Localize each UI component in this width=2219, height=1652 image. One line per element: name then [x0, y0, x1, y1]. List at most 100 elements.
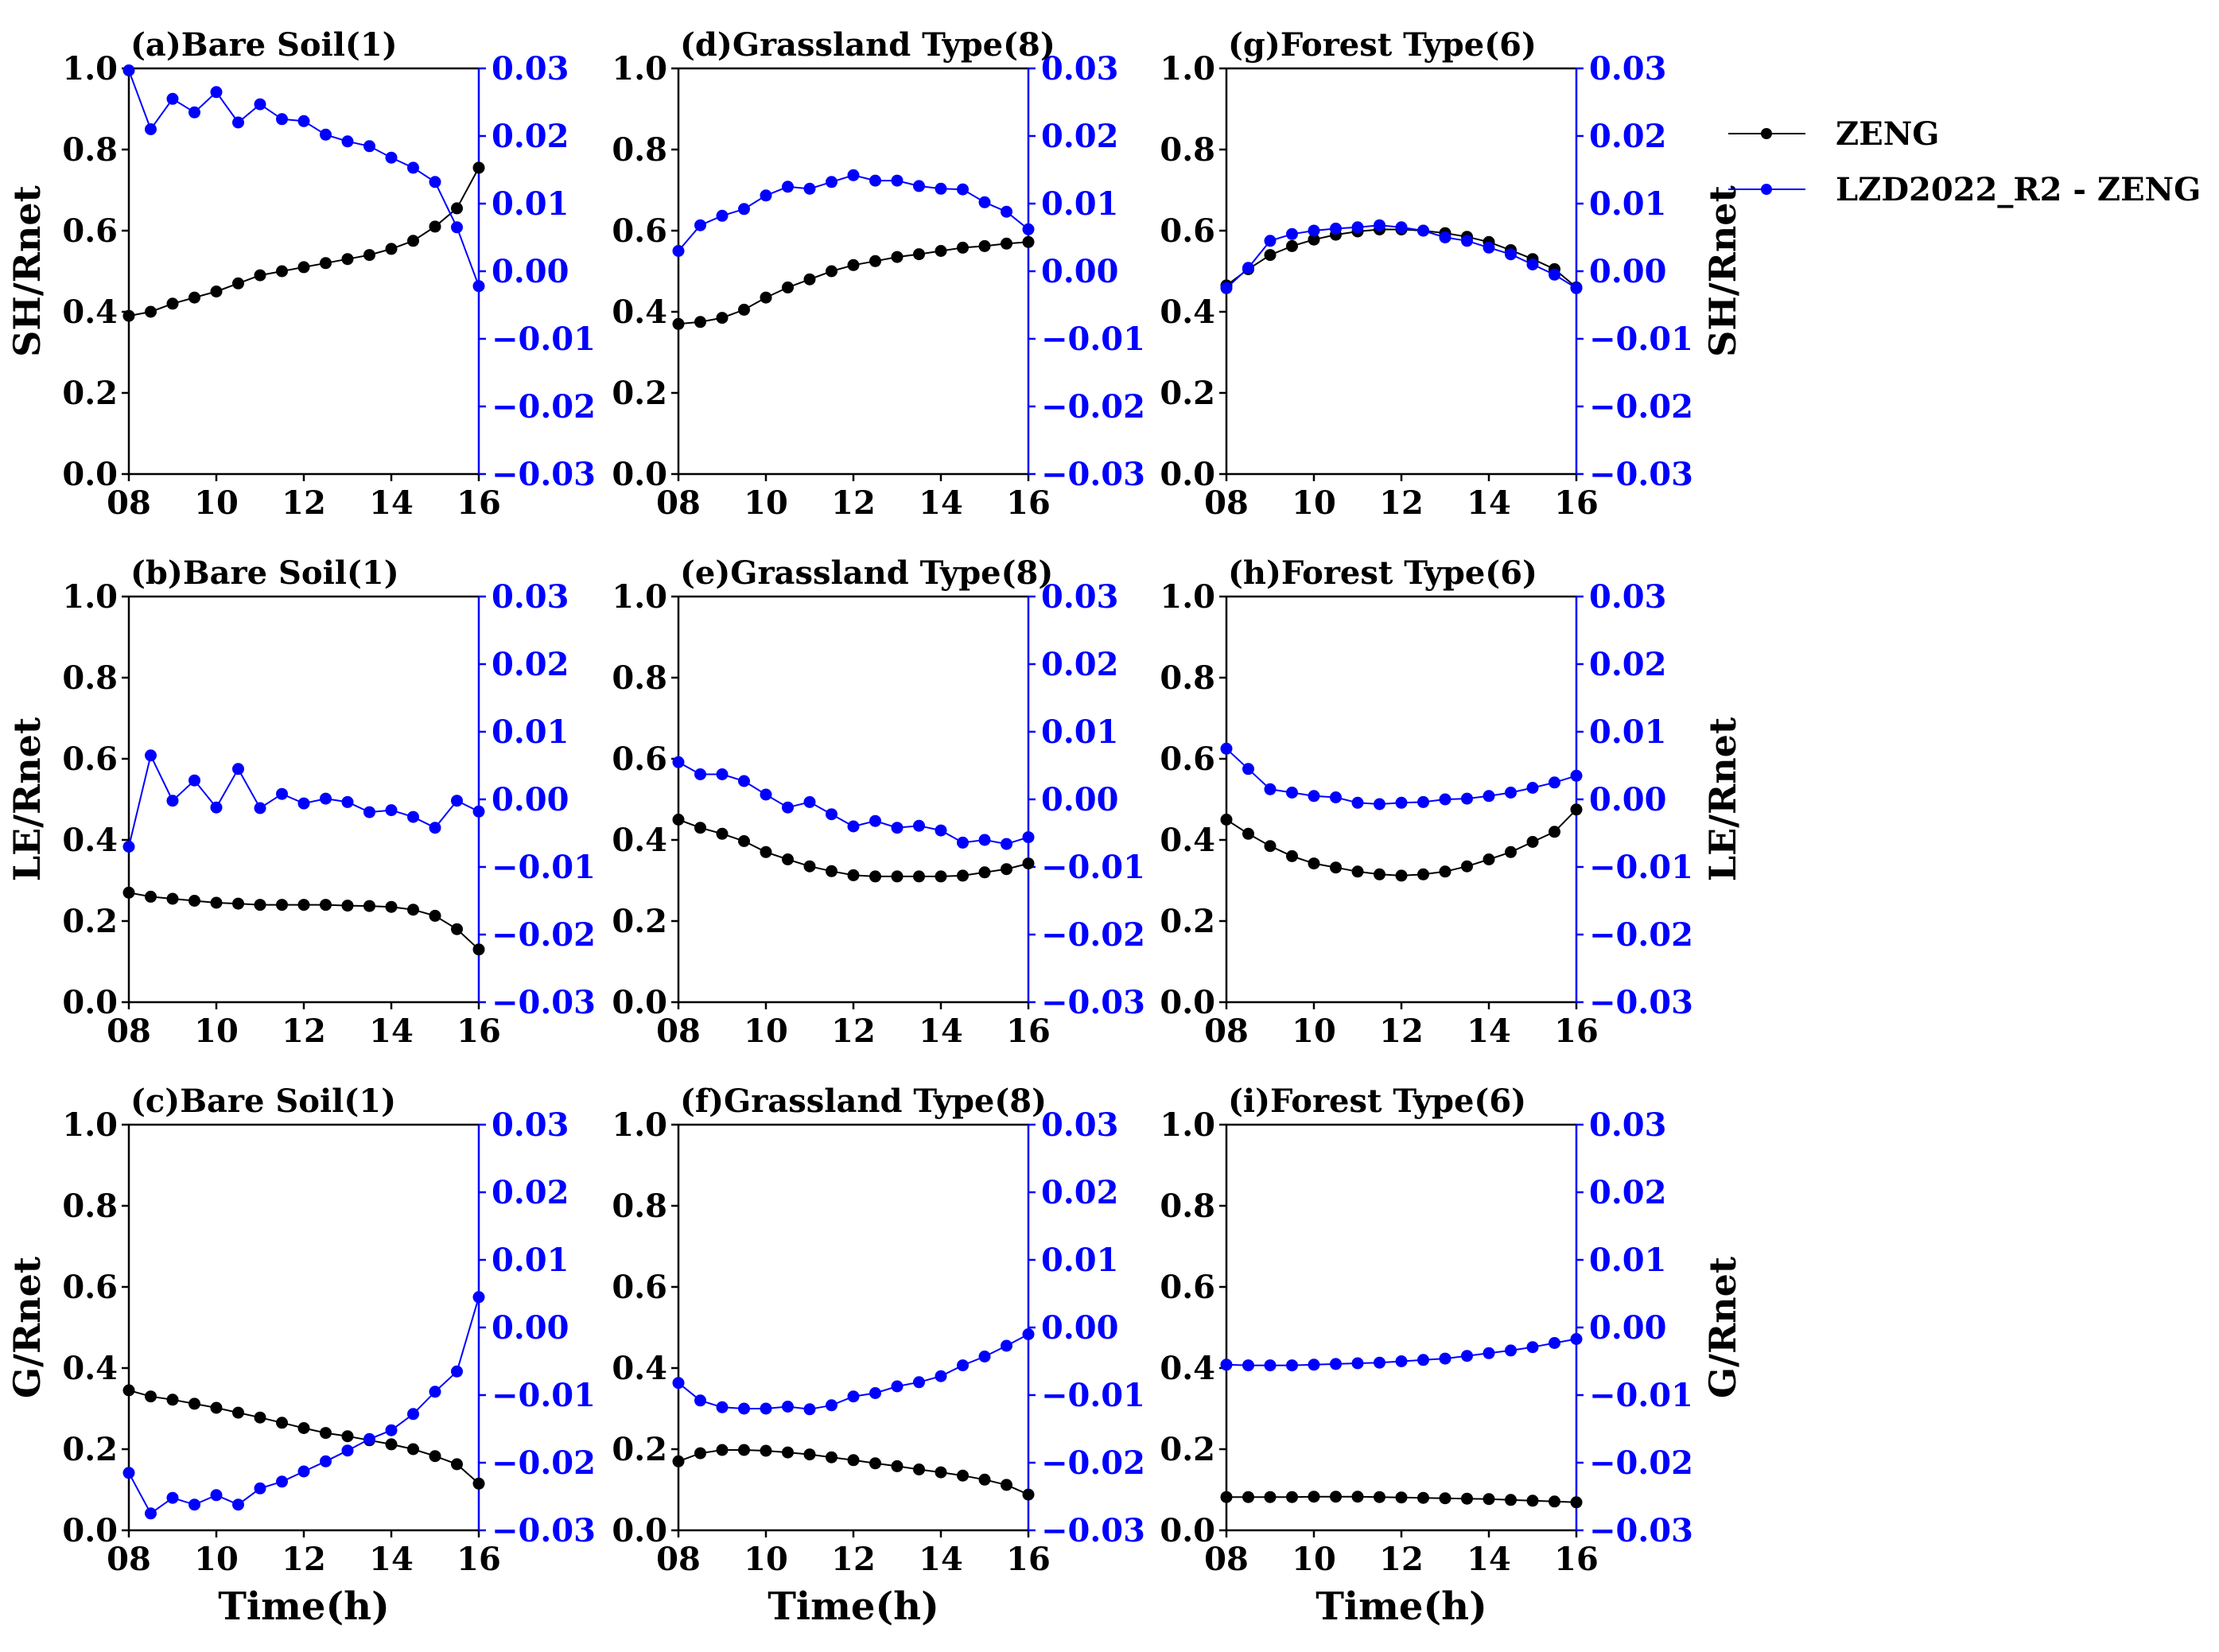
data-point — [913, 819, 925, 832]
data-point — [320, 128, 332, 141]
data-point — [672, 245, 685, 257]
data-point — [407, 810, 419, 823]
data-point — [341, 1444, 354, 1457]
data-point — [407, 904, 419, 916]
data-point — [1264, 235, 1277, 247]
x-tick-label: 08 — [1204, 1541, 1249, 1578]
data-point — [145, 1507, 157, 1520]
y-left-tick-label: 0.4 — [612, 1350, 667, 1387]
data-point — [913, 1463, 925, 1475]
y-left-label: G/Rnet — [6, 1256, 49, 1398]
data-point — [1264, 840, 1277, 853]
data-point — [1330, 1491, 1342, 1503]
y-left-tick-label: 0.0 — [1160, 984, 1215, 1021]
data-point — [760, 1402, 772, 1415]
data-point — [672, 1377, 685, 1390]
y-right-tick-label: 0.00 — [1589, 781, 1666, 818]
data-point — [1526, 258, 1539, 270]
data-point — [847, 869, 860, 881]
y-right-tick-label: −0.03 — [1589, 984, 1693, 1021]
y-right-tick-label: 0.03 — [1041, 578, 1118, 616]
panel-f: 08 10 12 14 16 0.0 0.2 0.4 0.6 0.8 1.0 −0.03 −0.02 −0… — [612, 1083, 1145, 1629]
x-tick-label: 10 — [744, 1541, 788, 1578]
y-right-tick-label: 0.03 — [1589, 1106, 1666, 1144]
data-point — [1308, 1491, 1320, 1503]
series-line — [678, 174, 1029, 252]
data-point — [847, 258, 860, 271]
data-point — [1286, 1491, 1298, 1503]
panel-title: (h)Forest Type(6) — [1228, 554, 1537, 592]
y-left-tick-label: 0.8 — [612, 131, 667, 169]
x-tick-label: 16 — [1554, 484, 1599, 522]
data-point — [891, 174, 904, 187]
data-point — [694, 768, 706, 780]
data-point — [451, 923, 463, 935]
y-left-tick-label: 0.2 — [1160, 375, 1215, 412]
data-point — [1264, 1359, 1277, 1372]
y-right-tick-label: 0.00 — [1589, 253, 1666, 290]
data-point — [407, 235, 419, 247]
series-diff — [122, 749, 485, 853]
series-zeng — [1220, 224, 1583, 293]
data-point — [429, 909, 441, 922]
y-left-tick-label: 0.0 — [62, 1512, 118, 1549]
data-point — [847, 1454, 860, 1467]
series-diff — [122, 1291, 485, 1520]
data-point — [1001, 1479, 1012, 1491]
data-point — [913, 1376, 925, 1389]
data-point — [145, 890, 157, 903]
panel-title: (b)Bare Soil(1) — [130, 554, 399, 592]
panel-i: 08 10 12 14 16 0.0 0.2 0.4 0.6 0.8 1.0 −0.03 −0.02 −0… — [1160, 1083, 1744, 1629]
data-point — [363, 249, 375, 262]
data-point — [978, 866, 991, 879]
data-point — [1286, 1359, 1298, 1372]
y-right-tick-label: −0.03 — [492, 984, 596, 1021]
y-left-tick-label: 0.2 — [62, 1431, 118, 1468]
series-line — [128, 167, 480, 317]
data-point — [341, 135, 354, 148]
legend-label-diff: LZD2022_R2 - ZENG — [1836, 171, 2201, 208]
data-point — [166, 92, 179, 105]
data-point — [363, 806, 375, 818]
data-point — [1001, 237, 1012, 250]
data-point — [297, 797, 310, 810]
data-point — [210, 1489, 223, 1502]
y-right-tick-label: 0.02 — [1041, 1174, 1118, 1211]
data-point — [210, 801, 223, 814]
data-point — [1439, 1492, 1451, 1505]
data-point — [1505, 1494, 1517, 1506]
y-right-tick-label: 0.01 — [492, 713, 569, 751]
y-left-tick-label: 0.2 — [1160, 903, 1215, 940]
y-right-tick-label: −0.01 — [1589, 849, 1693, 886]
data-point — [826, 265, 837, 278]
data-point — [451, 202, 463, 215]
y-right-tick-label: 0.00 — [1041, 781, 1118, 818]
y-right-tick-label: 0.02 — [1589, 646, 1666, 683]
data-point — [1439, 865, 1451, 878]
y-right-tick-label: −0.02 — [1041, 1444, 1145, 1482]
y-left-tick-label: 0.2 — [62, 375, 118, 412]
data-point — [363, 900, 375, 912]
data-point — [716, 1401, 729, 1413]
x-tick-label: 08 — [656, 484, 701, 522]
data-point — [716, 1444, 729, 1456]
data-point — [1374, 1356, 1385, 1369]
data-point — [957, 1359, 969, 1372]
panels-container: 08 10 12 14 16 0.0 0.2 0.4 0.6 0.8 1.0 −0.03 −0.02 −0… — [6, 26, 1744, 1629]
data-point — [1001, 863, 1012, 876]
y-left-tick-label: 1.0 — [612, 578, 667, 616]
y-right-tick-label: −0.02 — [1041, 388, 1145, 426]
data-point — [1549, 776, 1560, 789]
data-point — [232, 1498, 244, 1511]
panel-title: (f)Grassland Type(8) — [680, 1083, 1047, 1120]
data-point — [385, 900, 398, 913]
y-left-tick-label: 0.8 — [62, 659, 118, 697]
data-point — [1220, 1359, 1233, 1371]
y-left-tick-label: 0.0 — [612, 456, 667, 493]
x-tick-label: 10 — [1292, 484, 1336, 522]
data-point — [1395, 1355, 1408, 1367]
data-point — [276, 1475, 288, 1488]
data-point — [1417, 868, 1429, 880]
data-point — [472, 1291, 485, 1304]
data-point — [738, 1444, 750, 1456]
